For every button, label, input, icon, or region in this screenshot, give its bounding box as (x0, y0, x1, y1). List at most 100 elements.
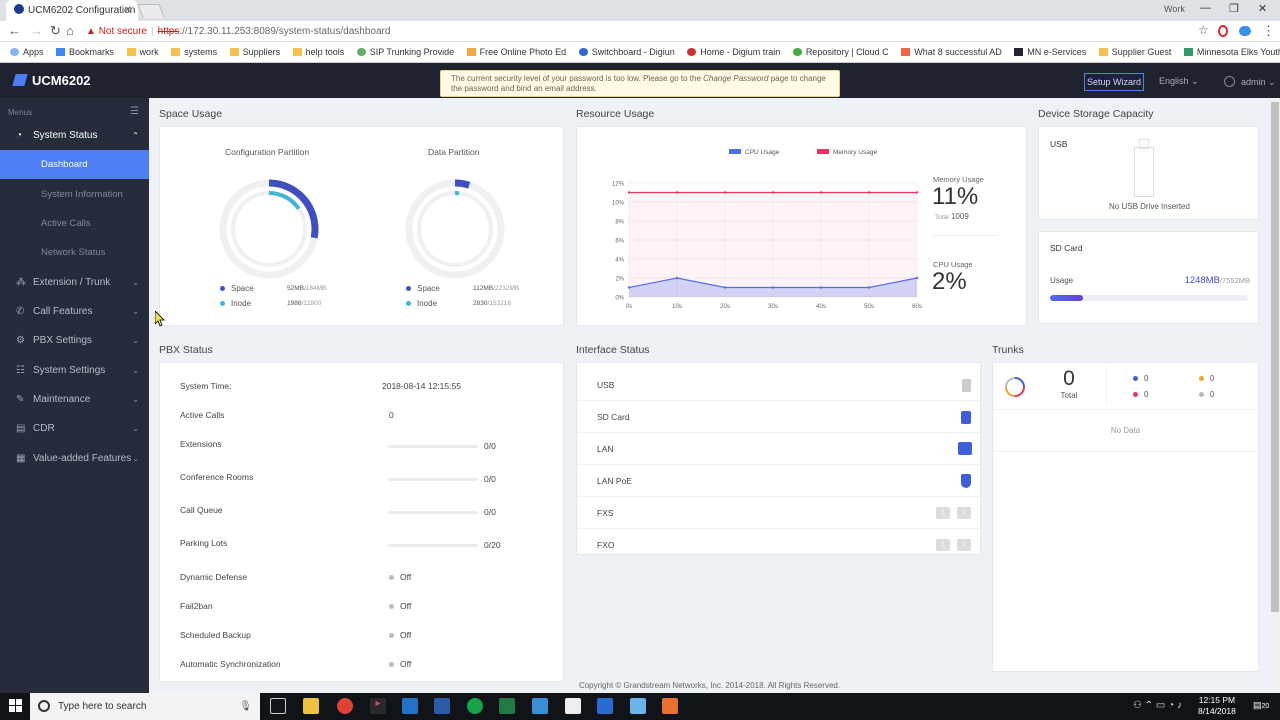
back-icon[interactable]: ← (8, 23, 21, 38)
memory-area (629, 192, 917, 297)
wrench-icon: ✎ (16, 394, 25, 405)
hangouts-icon[interactable] (467, 698, 483, 714)
app-icon[interactable] (662, 698, 678, 714)
close-tab-icon[interactable]: ✕ (123, 5, 132, 16)
notepad-icon[interactable] (565, 698, 581, 714)
pbx-label-dynamic-defense: Dynamic Defense (180, 572, 248, 582)
taskbar-clock[interactable]: 12:15 PM 8/14/2018 (1198, 695, 1236, 716)
bookmark-item[interactable]: Repository | Cloud C (792, 42, 889, 62)
y-tick-label: 2% (615, 277, 624, 283)
bookmark-item[interactable]: Minnesota Elks Youth (1183, 42, 1280, 62)
trunks-total-label: Total (1060, 391, 1078, 400)
usb-port-icon (962, 379, 971, 392)
app-icon[interactable]: ▸ (370, 698, 386, 714)
minimize-icon[interactable]: — (1200, 2, 1211, 14)
profile-label[interactable]: Work (1164, 4, 1185, 14)
chrome-icon[interactable] (337, 698, 353, 714)
forward-icon[interactable]: → (30, 23, 43, 38)
app-logo[interactable]: UCM6202 (12, 73, 91, 88)
sd-usage-bar (1050, 295, 1248, 301)
change-password-link[interactable]: Change Password (703, 74, 769, 83)
sidebar-item-system-status[interactable]: ◔ System Status ⌃ (0, 121, 149, 150)
sidebar-item-system-information[interactable]: System Information (41, 189, 123, 200)
pbx-value-conference-rooms: 0/0 (484, 474, 496, 484)
pbx-label-extensions: Extensions (180, 439, 222, 449)
bookmark-item[interactable]: What 8 successful AD (901, 42, 1002, 62)
app-icon[interactable] (630, 698, 646, 714)
file-explorer-icon[interactable] (303, 698, 319, 714)
collapse-menu-icon[interactable]: ☰ (130, 106, 139, 117)
reload-icon[interactable]: ↻ (50, 23, 61, 38)
excel-icon[interactable] (499, 698, 515, 714)
sd-usage-value: 1248MB/7552MB (1184, 275, 1250, 286)
sidebar-item-cdr[interactable]: ▤ CDR ⌄ (0, 414, 149, 443)
copyright-footer: Copyright © Grandstream Networks, Inc. 2… (578, 681, 841, 690)
bookmark-item[interactable]: Apps (10, 42, 44, 62)
scrollbar-thumb[interactable] (1271, 102, 1279, 612)
bookmark-folder[interactable]: systems (171, 42, 217, 62)
chat-extension-icon[interactable] (1239, 26, 1251, 36)
sidebar-item-maintenance[interactable]: ✎ Maintenance ⌄ (0, 385, 149, 414)
sidebar-item-active-calls[interactable]: Active Calls (41, 218, 91, 229)
sidebar-item-extension-trunk[interactable]: ⁂ Extension / Trunk ⌄ (0, 268, 149, 297)
bookmark-folder[interactable]: work (126, 42, 159, 62)
bookmark-item[interactable]: MN e-Services (1014, 42, 1086, 62)
cpu-point (723, 286, 727, 289)
bookmark-item[interactable]: Free Online Photo Ed (466, 42, 566, 62)
bookmark-folder[interactable]: Suppliers (229, 42, 280, 62)
data-inode-legend: Inode (406, 299, 437, 308)
close-window-icon[interactable]: ✕ (1258, 3, 1268, 15)
iface-row-fxs: FXS 1 2 (577, 497, 981, 529)
document-icon: ▤ (16, 423, 26, 434)
bookmark-folder[interactable]: Supplier Guest (1098, 42, 1171, 62)
y-tick-label: 8% (615, 220, 624, 226)
space-usage-title: Space Usage (159, 108, 223, 120)
config-inode-legend: Inode (220, 299, 251, 308)
bookmark-item[interactable]: Bookmarks (56, 42, 114, 62)
x-tick-label: 0s (626, 304, 632, 310)
x-tick-label: 50s (864, 304, 874, 310)
sidebar-item-pbx-settings[interactable]: ⚙ PBX Settings ⌄ (0, 326, 149, 355)
address-bar[interactable]: ▲ Not secure | https://172.30.11.253:8089/… (82, 23, 1212, 40)
divider (933, 235, 998, 236)
notifications-icon[interactable]: ▤20 (1253, 700, 1270, 710)
memory-point (723, 191, 727, 194)
bookmark-item[interactable]: Home - Digium train (687, 42, 780, 62)
outlook-icon[interactable] (402, 698, 418, 714)
bookmark-item[interactable]: SIP Trunking Provide (356, 42, 454, 62)
new-tab-button[interactable] (137, 4, 165, 18)
remote-desktop-icon[interactable] (532, 698, 548, 714)
sidebar-item-value-added[interactable]: ▦ Value-added Features ⌄ (0, 444, 149, 473)
sidebar-item-call-features[interactable]: ✆ Call Features ⌄ (0, 297, 149, 326)
pbx-status-title: PBX Status (159, 344, 213, 356)
sidebar-item-system-settings[interactable]: ☷ System Settings ⌄ (0, 356, 149, 385)
sidebar-item-network-status[interactable]: Network Status (41, 247, 106, 258)
opera-extension-icon[interactable] (1218, 25, 1228, 37)
chevron-down-icon: ⌄ (132, 366, 139, 375)
windows-start-icon[interactable] (9, 699, 23, 713)
maximize-icon[interactable]: ❐ (1229, 3, 1239, 15)
home-icon[interactable]: ⌂ (66, 23, 74, 38)
taskbar-search-box[interactable]: Type here to search 🎙 (30, 693, 260, 720)
setup-wizard-button[interactable]: Setup Wizard (1084, 73, 1144, 91)
bookmark-item[interactable]: Switchboard - Digiun (578, 42, 675, 62)
usb-drive-icon (1134, 147, 1154, 197)
security-indicator[interactable]: Not secure (98, 26, 148, 37)
language-select[interactable]: English ⌄ (1159, 76, 1199, 86)
sidebar-item-dashboard[interactable]: Dashboard (0, 150, 149, 179)
memory-point (915, 191, 919, 194)
photos-icon[interactable] (597, 698, 613, 714)
browser-tab[interactable]: UCM6202 Configuration ✕ (6, 0, 138, 21)
menu-icon[interactable]: ⋮ (1262, 23, 1275, 38)
system-tray-icons[interactable]: ⚇ ⌃ ▭ ◔ ♪ (1133, 700, 1182, 711)
bookmark-folder[interactable]: help tools (292, 42, 344, 62)
user-menu[interactable]: admin ⌄ (1224, 76, 1276, 88)
sd-card-title: SD Card (1050, 243, 1083, 253)
page-scrollbar[interactable] (1270, 98, 1280, 693)
task-view-icon[interactable] (270, 698, 286, 714)
star-icon[interactable]: ☆ (1198, 23, 1209, 37)
x-tick-label: 40s (816, 304, 826, 310)
word-icon[interactable] (434, 698, 450, 714)
lan-port-icon (958, 442, 972, 455)
call-queue-bar (388, 511, 478, 514)
